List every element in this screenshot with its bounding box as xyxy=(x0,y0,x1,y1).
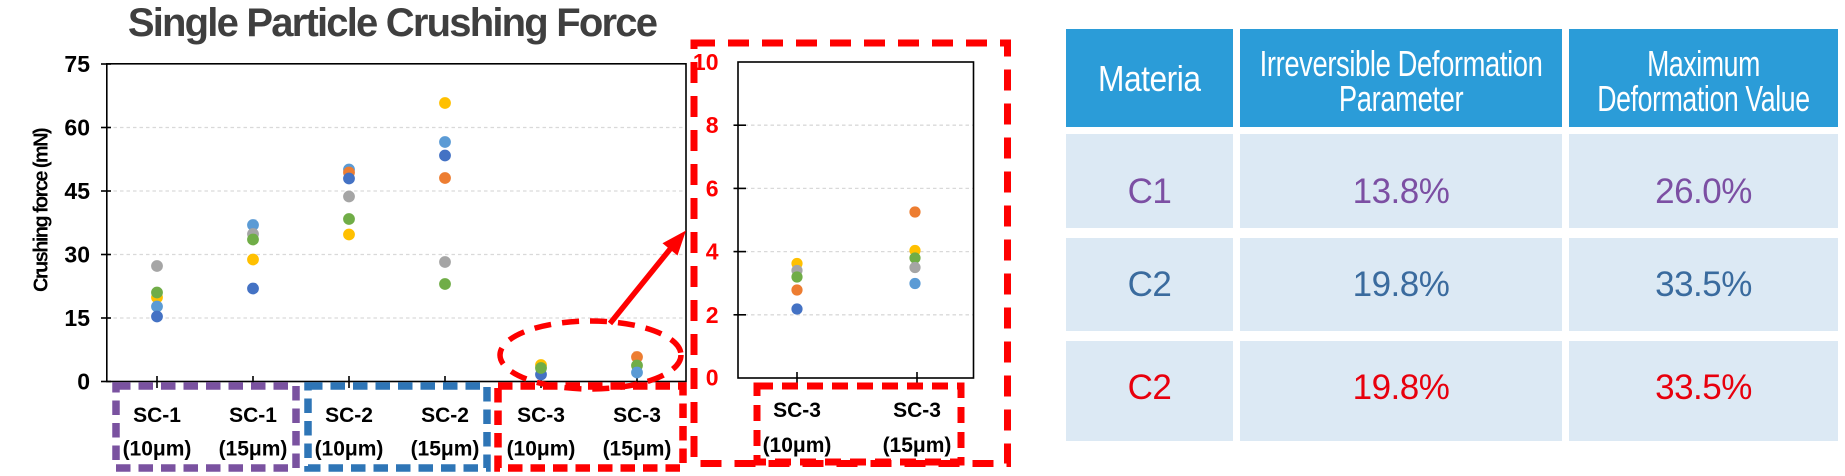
svg-text:4: 4 xyxy=(706,239,719,265)
svg-text:SC-3: SC-3 xyxy=(517,404,565,427)
svg-text:(10μm): (10μm) xyxy=(123,438,192,461)
svg-text:75: 75 xyxy=(64,51,90,77)
svg-text:6: 6 xyxy=(706,175,719,201)
svg-text:(10μm): (10μm) xyxy=(315,438,384,461)
svg-text:(10μm): (10μm) xyxy=(507,438,576,461)
svg-text:(15μm): (15μm) xyxy=(411,438,480,461)
svg-text:8: 8 xyxy=(706,112,719,138)
svg-text:0: 0 xyxy=(706,365,719,391)
svg-text:SC-1: SC-1 xyxy=(133,404,181,427)
svg-text:2: 2 xyxy=(706,302,719,328)
svg-text:0: 0 xyxy=(77,369,90,395)
svg-text:Crushing force (mN): Crushing force (mN) xyxy=(31,128,53,292)
svg-text:SC-3: SC-3 xyxy=(893,399,941,422)
svg-text:(10μm): (10μm) xyxy=(763,434,832,457)
svg-text:(15μm): (15μm) xyxy=(219,438,288,461)
svg-text:15: 15 xyxy=(64,305,90,331)
svg-text:60: 60 xyxy=(64,115,90,141)
svg-text:10: 10 xyxy=(693,49,719,75)
svg-text:SC-2: SC-2 xyxy=(325,404,373,427)
svg-text:30: 30 xyxy=(64,242,90,268)
svg-text:SC-2: SC-2 xyxy=(421,404,469,427)
svg-text:SC-1: SC-1 xyxy=(229,404,277,427)
svg-text:Single Particle Crushing Force: Single Particle Crushing Force xyxy=(128,1,657,45)
svg-text:SC-3: SC-3 xyxy=(613,404,661,427)
svg-text:(15μm): (15μm) xyxy=(883,434,952,457)
svg-text:SC-3: SC-3 xyxy=(773,399,821,422)
svg-text:(15μm): (15μm) xyxy=(603,438,672,461)
svg-text:45: 45 xyxy=(64,178,90,204)
